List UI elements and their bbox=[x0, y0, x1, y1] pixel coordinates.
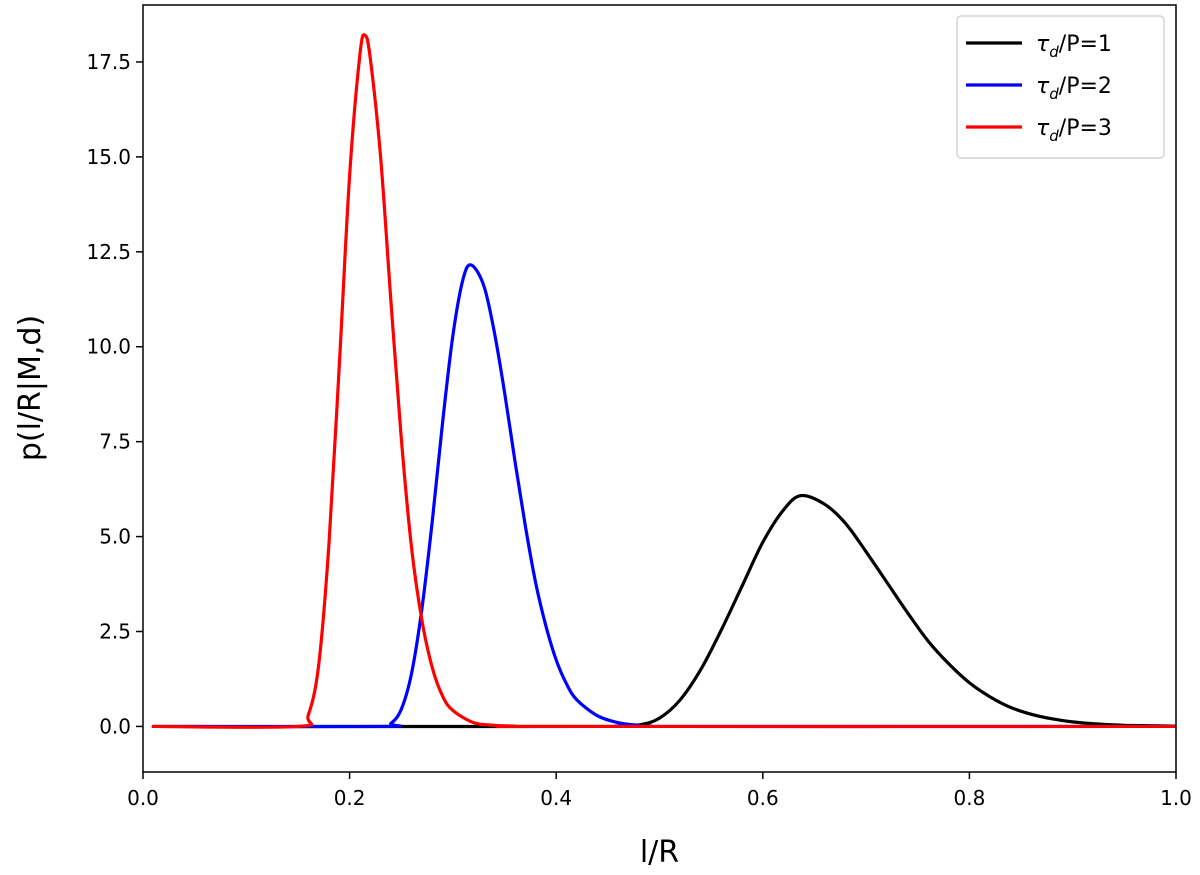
x-axis-label: l/R bbox=[640, 835, 679, 870]
y-tick-label: 7.5 bbox=[99, 430, 131, 454]
x-tick-label: 1.0 bbox=[1160, 786, 1192, 810]
legend-entry-2: τd/P=2 bbox=[1036, 74, 1112, 103]
y-tick-label: 2.5 bbox=[99, 620, 131, 644]
x-tick-label: 0.2 bbox=[334, 786, 366, 810]
series-line-2 bbox=[151, 263, 1176, 729]
y-tick-label: 5.0 bbox=[99, 525, 131, 549]
series-layer bbox=[151, 33, 1176, 729]
y-tick-label: 15.0 bbox=[86, 145, 131, 169]
x-axis: 0.0 0.2 0.4 0.6 0.8 1.0 bbox=[127, 772, 1192, 810]
legend-box bbox=[956, 15, 1165, 159]
y-axis-label: p(l/R|M,d) bbox=[13, 315, 48, 461]
x-tick-label: 0.4 bbox=[540, 786, 572, 810]
y-tick-label: 10.0 bbox=[86, 335, 131, 359]
legend-entry-3: τd/P=3 bbox=[1036, 116, 1112, 145]
y-tick-label: 17.5 bbox=[86, 50, 131, 74]
x-tick-label: 0.8 bbox=[953, 786, 985, 810]
legend: τd/P=1 τd/P=2 τd/P=3 bbox=[956, 15, 1165, 159]
y-tick-label: 0.0 bbox=[99, 714, 131, 738]
y-axis: 0.0 2.5 5.0 7.5 10.0 12.5 15.0 17.5 bbox=[86, 50, 143, 738]
y-tick-label: 12.5 bbox=[86, 240, 131, 264]
plot-frame bbox=[142, 4, 1177, 773]
x-tick-label: 0.6 bbox=[747, 786, 779, 810]
x-tick-label: 0.0 bbox=[127, 786, 159, 810]
series-line-3 bbox=[151, 33, 1176, 729]
legend-entry-1: τd/P=1 bbox=[1036, 32, 1112, 61]
series-line-1 bbox=[151, 493, 1176, 729]
